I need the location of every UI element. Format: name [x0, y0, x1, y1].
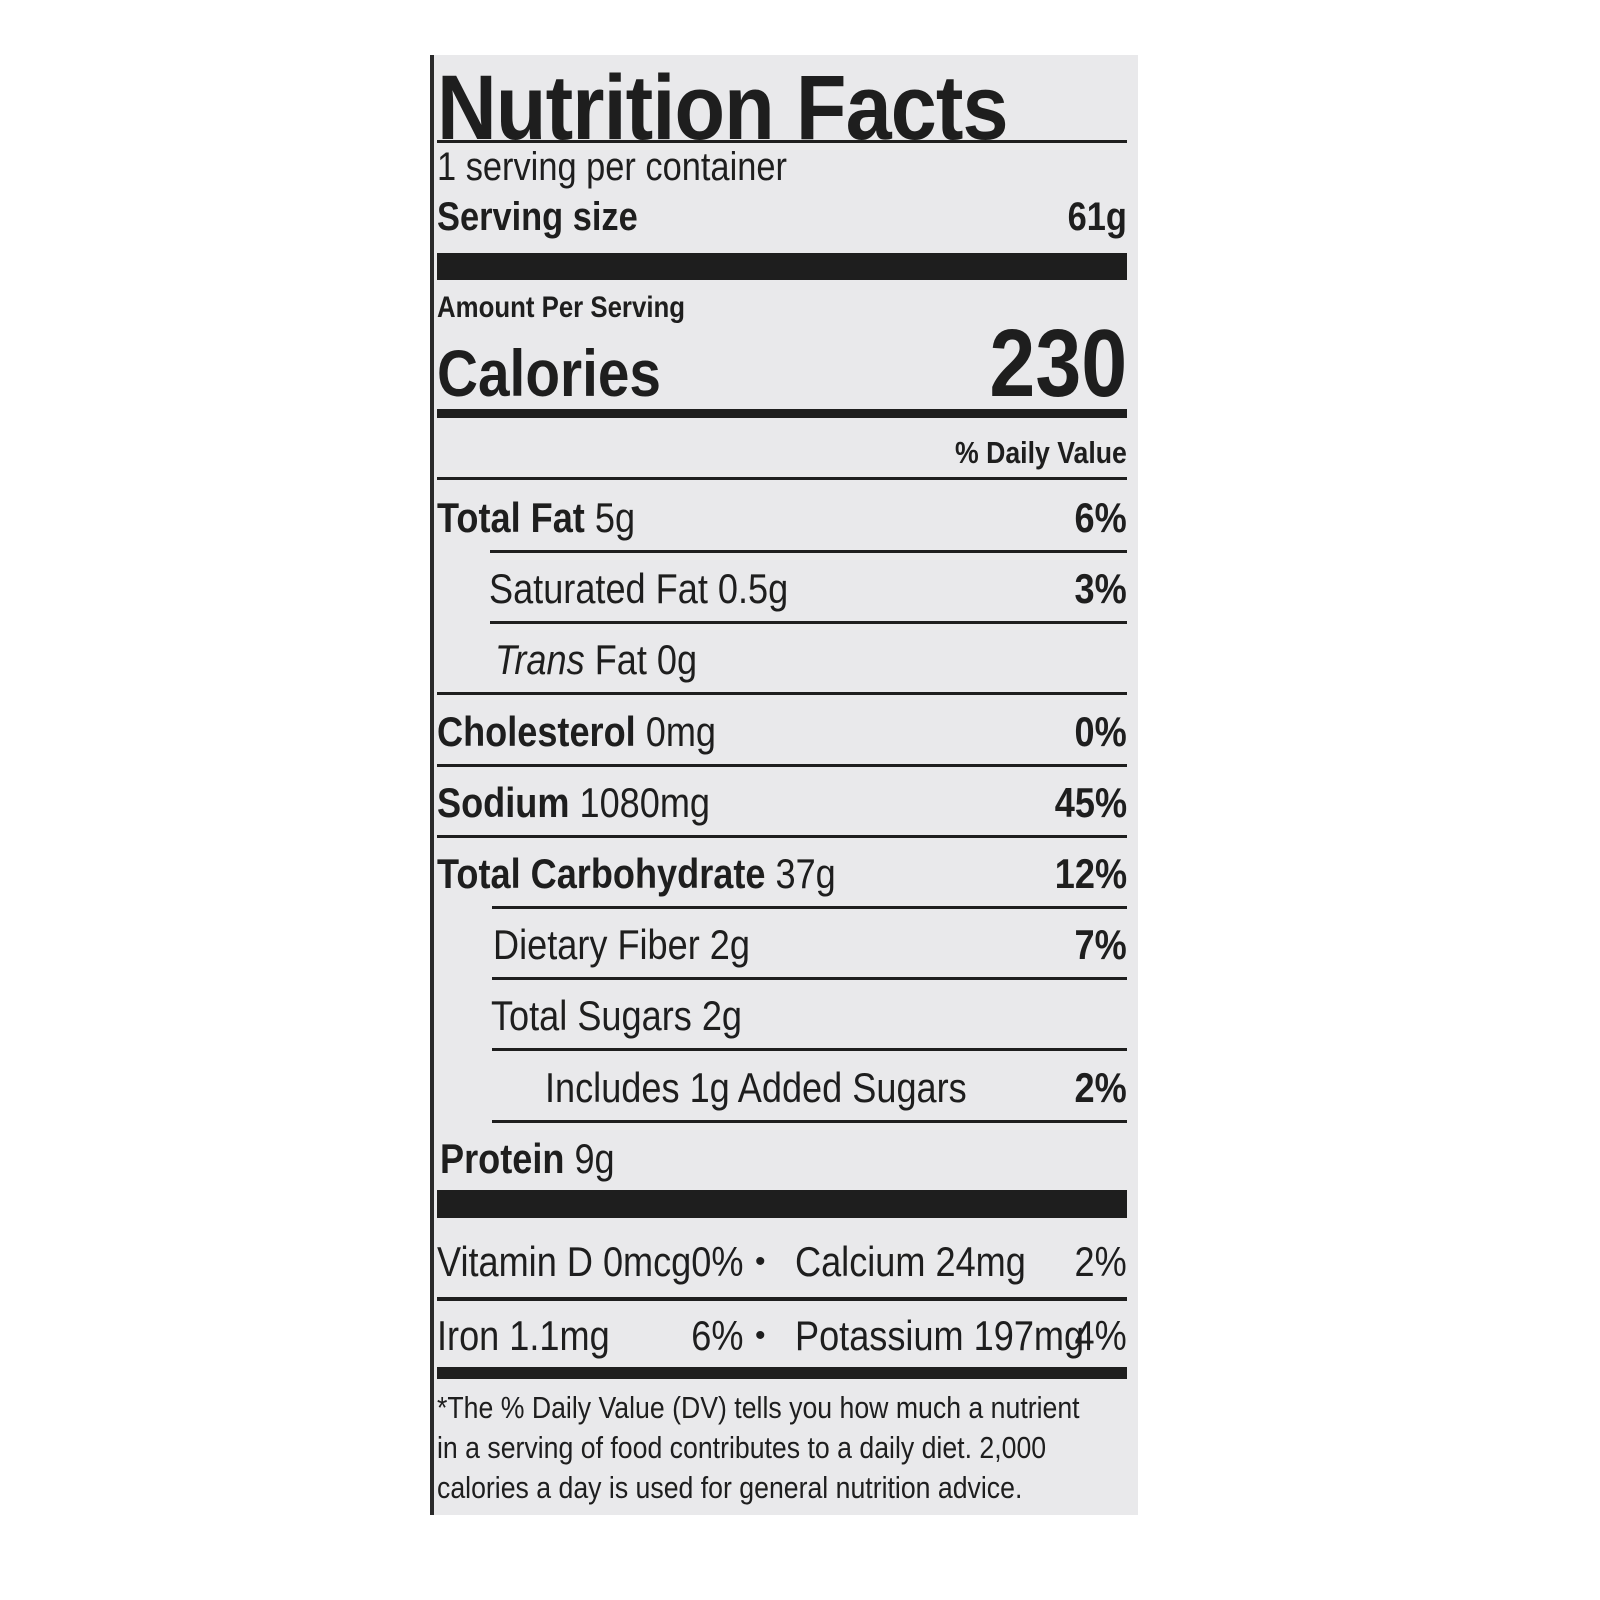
servings-text: 1 serving per container — [437, 144, 787, 189]
potassium-dv: 4% — [1074, 1312, 1127, 1359]
iron: Iron 1.1mg — [437, 1312, 610, 1359]
divider — [437, 1297, 1127, 1301]
nutrient-label: Cholesterol 0mg — [437, 708, 716, 756]
bullet: • — [755, 1245, 766, 1278]
nutrient-row: Total Sugars 2g — [437, 986, 1127, 1046]
amount-per-serving-text: Amount Per Serving — [437, 291, 686, 324]
thick-bar — [437, 1190, 1127, 1218]
calcium-dv: 2% — [1074, 1238, 1127, 1285]
nutrient-label: Saturated Fat 0.5g — [489, 565, 788, 613]
label-title: Nutrition Facts — [437, 56, 1127, 159]
divider — [492, 1048, 1127, 1052]
calcium: Calcium 24mg — [795, 1238, 1026, 1285]
nutrient-amount: 0.5g — [717, 565, 789, 613]
calories-value: 230 — [989, 310, 1127, 417]
vitamin-row: Iron 1.1mg 6% • Potassium 197mg 4% — [437, 1308, 1127, 1364]
nutrient-row: Total Fat 5g 6% — [437, 488, 1127, 548]
nutrient-label: Includes 1g Added Sugars — [545, 1064, 967, 1112]
nutrient-dv: 0% — [1074, 707, 1127, 755]
calories-row: Calories 230 — [437, 310, 1127, 417]
vitamin-d: Vitamin D 0mcg — [437, 1238, 692, 1285]
footnote-line: *The % Daily Value (DV) tells you how mu… — [437, 1390, 1080, 1425]
nutrient-name: Total Fat — [437, 494, 585, 541]
nutrient-amount: 9g — [574, 1134, 615, 1182]
divider — [437, 834, 1127, 838]
medium-bar — [437, 409, 1127, 418]
nutrient-name: Trans — [495, 636, 585, 684]
footnote-line: calories a day is used for general nutri… — [437, 1470, 1023, 1505]
iron-dv: 6% — [691, 1312, 744, 1359]
nutrient-label: Total Carbohydrate 37g — [437, 850, 836, 898]
nutrition-label — [430, 55, 1138, 1515]
divider — [492, 977, 1127, 981]
daily-value-header-text: % Daily Value — [955, 435, 1127, 470]
calories-label: Calories — [437, 336, 662, 410]
nutrient-label: Protein 9g — [440, 1135, 615, 1183]
nutrient-amount: 0mg — [645, 707, 717, 755]
divider — [490, 621, 1127, 625]
bullet: • — [755, 1319, 766, 1352]
servings-row: 1 serving per container — [437, 143, 1127, 191]
serving-size-label: Serving size — [437, 194, 638, 239]
vitamin-row: Vitamin D 0mcg 0% • Calcium 24mg 2% — [437, 1234, 1127, 1290]
nutrient-name: Includes 1g Added Sugars — [545, 1063, 967, 1111]
nutrient-amount: 1080mg — [579, 778, 711, 826]
nutrient-amount: 2g — [709, 921, 750, 969]
nutrient-dv: 45% — [1054, 778, 1127, 826]
nutrient-name: Dietary Fiber — [493, 921, 700, 969]
nutrient-label: Sodium 1080mg — [437, 779, 710, 827]
nutrient-dv: 7% — [1074, 921, 1127, 969]
divider — [492, 1119, 1127, 1123]
thick-bar — [437, 253, 1127, 280]
nutrient-row: Cholesterol 0mg 0% — [437, 702, 1127, 762]
nutrient-name: Protein — [440, 1134, 565, 1182]
nutrient-label: Trans Fat 0g — [495, 636, 697, 684]
medium-bar — [437, 1367, 1127, 1379]
nutrient-name: Sodium — [437, 778, 570, 826]
divider — [437, 140, 1127, 143]
daily-value-header: % Daily Value — [437, 432, 1127, 474]
nutrient-label: Total Sugars 2g — [491, 992, 742, 1040]
divider — [490, 550, 1127, 553]
nutrient-dv: 3% — [1074, 565, 1127, 613]
nutrient-amount: 2g — [701, 992, 742, 1040]
potassium: Potassium 197mg — [795, 1312, 1085, 1359]
nutrient-row: Includes 1g Added Sugars 2% — [437, 1058, 1127, 1118]
nutrient-name: Cholesterol — [437, 707, 636, 755]
footnote: *The % Daily Value (DV) tells you how mu… — [437, 1388, 1127, 1508]
nutrient-label: Total Fat 5g — [437, 494, 635, 542]
nutrient-name-suffix: Fat — [594, 636, 647, 684]
divider — [437, 692, 1127, 696]
vitamin-d-dv: 0% — [691, 1238, 744, 1285]
amount-per-serving: Amount Per Serving — [437, 290, 1127, 326]
divider — [437, 477, 1127, 480]
nutrient-row: Protein 9g — [437, 1129, 1127, 1189]
nutrient-row: Dietary Fiber 2g 7% — [437, 915, 1127, 975]
nutrient-name: Saturated Fat — [489, 565, 708, 613]
nutrient-row: Total Carbohydrate 37g 12% — [437, 844, 1127, 904]
nutrient-amount: 5g — [594, 494, 636, 541]
nutrient-dv: 12% — [1054, 850, 1127, 897]
nutrient-label: Dietary Fiber 2g — [493, 921, 750, 969]
nutrient-row: Trans Fat 0g — [437, 630, 1127, 690]
nutrient-amount: 37g — [775, 850, 836, 897]
nutrient-dv: 2% — [1074, 1063, 1127, 1111]
nutrient-name: Total Carbohydrate — [437, 850, 766, 897]
nutrient-name: Total Sugars — [491, 992, 692, 1040]
nutrient-row: Saturated Fat 0.5g 3% — [437, 559, 1127, 619]
nutrient-row: Sodium 1080mg 45% — [437, 773, 1127, 833]
nutrient-amount: 0g — [656, 636, 698, 684]
footnote-line: in a serving of food contributes to a da… — [437, 1430, 1047, 1465]
serving-size-row: Serving size 61g — [437, 193, 1127, 241]
divider — [492, 906, 1127, 909]
nutrient-dv: 6% — [1074, 494, 1127, 541]
serving-size-value: 61g — [1067, 194, 1127, 239]
divider — [437, 763, 1127, 767]
